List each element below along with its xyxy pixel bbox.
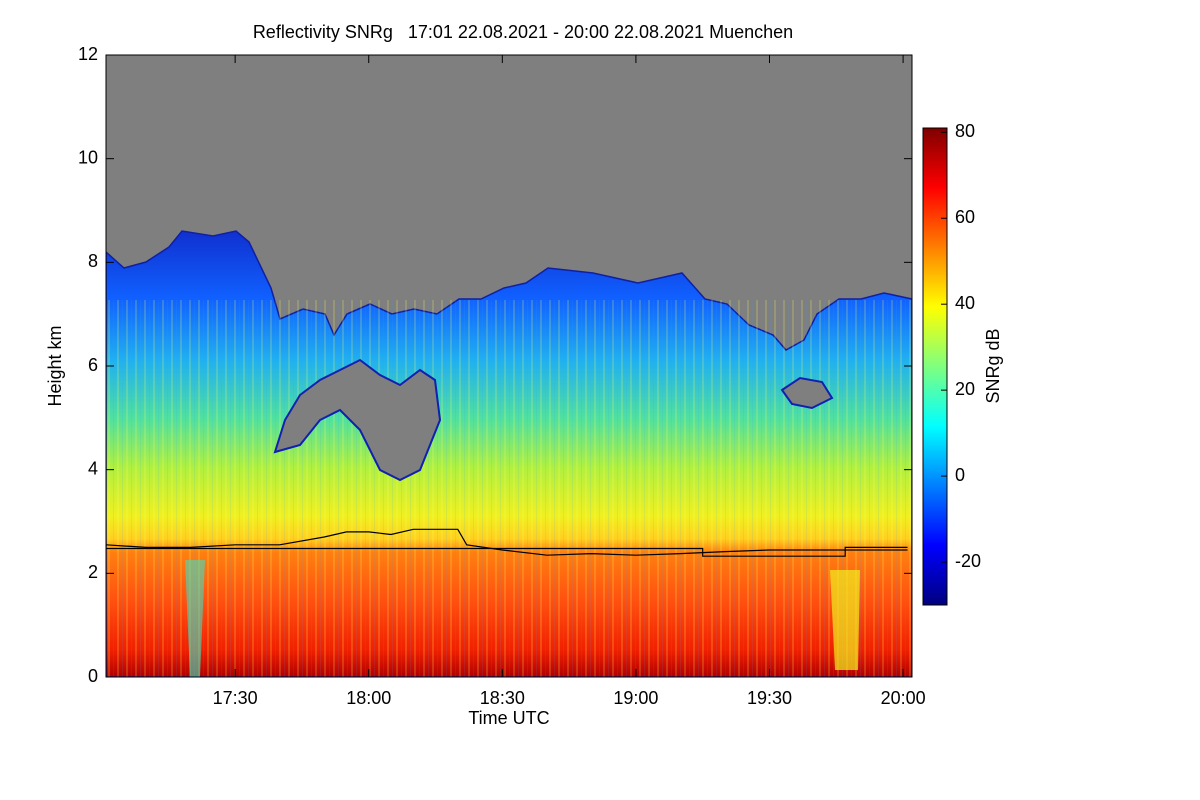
colorbar-tick-label: -20 <box>955 551 981 571</box>
low-column <box>185 560 205 677</box>
y-tick-label: 12 <box>78 44 98 64</box>
colorbar-tick-label: 60 <box>955 207 975 227</box>
y-tick-label: 6 <box>88 355 98 375</box>
x-tick-label: 19:30 <box>747 688 792 708</box>
y-tick-label: 0 <box>88 666 98 686</box>
x-tick-label: 17:30 <box>213 688 258 708</box>
height-line <box>106 546 908 557</box>
gap <box>780 376 834 410</box>
gap <box>273 358 442 482</box>
x-tick-label: 18:00 <box>346 688 391 708</box>
x-tick-label: 20:00 <box>881 688 926 708</box>
y-tick-label: 4 <box>88 458 98 478</box>
colorbar-tick-label: 20 <box>955 379 975 399</box>
y-axis-label: Height km <box>45 325 65 406</box>
colorbar-tick-label: 40 <box>955 293 975 313</box>
colorbar-label: SNRg dB <box>983 328 1003 403</box>
x-tick-label: 19:00 <box>613 688 658 708</box>
y-tick-label: 2 <box>88 562 98 582</box>
y-tick-label: 10 <box>78 147 98 167</box>
colorbar-tick-label: 80 <box>955 121 975 141</box>
colorbar <box>922 127 948 606</box>
echo-texture <box>106 300 912 677</box>
field <box>106 55 912 677</box>
x-tick-label: 18:30 <box>480 688 525 708</box>
x-axis-label: Time UTC <box>468 708 549 728</box>
chart-title: Reflectivity SNRg 17:01 22.08.2021 - 20:… <box>253 22 793 42</box>
y-tick-label: 8 <box>88 251 98 271</box>
low-column <box>830 570 860 670</box>
height-line <box>105 528 908 556</box>
colorbar-tick-label: 0 <box>955 465 965 485</box>
